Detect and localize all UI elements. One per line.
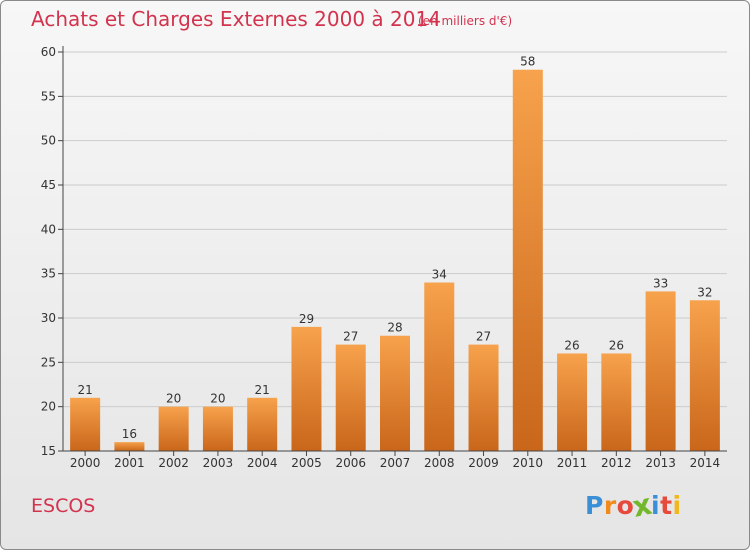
- bar-2003: [202, 406, 233, 451]
- proxiti-logo: Proxiti: [585, 487, 682, 524]
- y-tick-label: 60: [41, 45, 56, 59]
- logo-letter: o: [616, 491, 635, 520]
- logo-letter: t: [660, 491, 673, 520]
- data-label: 20: [166, 392, 181, 406]
- data-label: 29: [299, 312, 314, 326]
- data-label: 33: [653, 276, 668, 290]
- y-tick-label: 55: [41, 89, 56, 103]
- data-label: 20: [210, 392, 225, 406]
- y-tick-label: 50: [41, 134, 56, 148]
- data-label: 26: [564, 338, 579, 352]
- y-tick-label: 15: [41, 444, 56, 458]
- axes: [58, 46, 727, 456]
- x-tick-label: 2004: [247, 456, 278, 470]
- bar-2008: [424, 282, 455, 451]
- y-tick-label: 30: [41, 311, 56, 325]
- x-tick-label: 2002: [158, 456, 189, 470]
- x-tick-label: 2006: [335, 456, 366, 470]
- y-tick-label: 45: [41, 178, 56, 192]
- bar-2005: [291, 326, 322, 451]
- logo-letter: r: [603, 491, 617, 520]
- y-tick-label: 35: [41, 267, 56, 281]
- x-tick-label: 2009: [468, 456, 499, 470]
- x-tick-label: 2013: [645, 456, 676, 470]
- bar-2002: [158, 406, 189, 451]
- bar-2012: [601, 353, 632, 451]
- data-label: 21: [255, 383, 270, 397]
- bar-2009: [468, 344, 499, 451]
- x-tick-label: 2003: [203, 456, 234, 470]
- x-tick-label: 2005: [291, 456, 322, 470]
- logo-letter: P: [585, 491, 604, 520]
- bars: [70, 69, 720, 451]
- chart-subtitle: (en milliers d'€): [418, 14, 513, 28]
- data-label: 34: [432, 268, 447, 282]
- logo-letter: i: [672, 491, 682, 520]
- data-label: 27: [476, 330, 491, 344]
- bar-2004: [247, 397, 278, 451]
- x-tick-label: 2007: [380, 456, 411, 470]
- bar-2000: [70, 397, 101, 451]
- x-tick-label: 2012: [601, 456, 632, 470]
- data-label: 16: [122, 427, 137, 441]
- x-tick-label: 2011: [557, 456, 588, 470]
- bar-2007: [380, 335, 410, 451]
- bar-2010: [512, 69, 543, 451]
- bar-2014: [689, 300, 720, 451]
- bar-2001: [114, 442, 145, 451]
- x-tick-label: 2008: [424, 456, 455, 470]
- bar-2006: [335, 344, 366, 451]
- data-label: 26: [609, 338, 624, 352]
- x-tick-label: 2010: [513, 456, 544, 470]
- logo-letter: i: [651, 491, 661, 520]
- chart-title: Achats et Charges Externes 2000 à 2014: [31, 7, 441, 31]
- data-label: 21: [77, 383, 92, 397]
- x-tick-label: 2000: [70, 456, 101, 470]
- y-tick-label: 40: [41, 222, 56, 236]
- bar-2013: [645, 291, 676, 451]
- labels: 15 20 25 30 35 40 45 50 55 60 21 2000 16 2001 20 2002 20…: [41, 45, 720, 470]
- place-name: ESCOS: [31, 495, 96, 517]
- x-tick-label: 2001: [114, 456, 145, 470]
- y-tick-label: 25: [41, 355, 56, 369]
- x-tick-label: 2014: [690, 456, 721, 470]
- bar-2011: [557, 353, 588, 451]
- y-tick-label: 20: [41, 400, 56, 414]
- data-label: 27: [343, 330, 358, 344]
- data-label: 32: [697, 285, 712, 299]
- data-label: 58: [520, 55, 535, 69]
- data-label: 28: [387, 321, 402, 335]
